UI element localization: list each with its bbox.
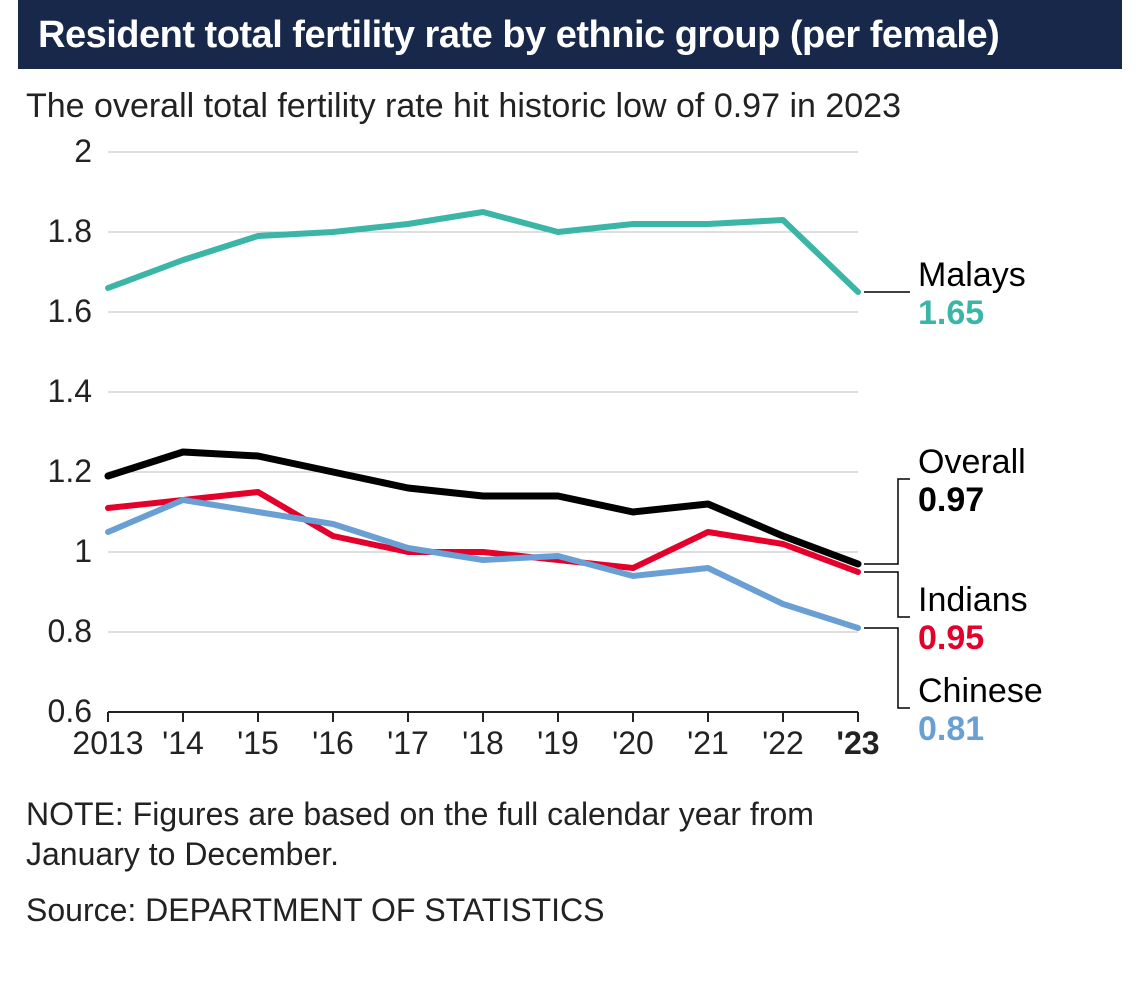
svg-text:1.2: 1.2 [48, 453, 92, 489]
svg-text:'17: '17 [387, 725, 429, 761]
svg-text:1.8: 1.8 [48, 213, 92, 249]
chart-container: Resident total fertility rate by ethnic … [0, 0, 1140, 953]
svg-text:0.6: 0.6 [48, 693, 92, 729]
svg-text:'19: '19 [537, 725, 579, 761]
svg-text:'21: '21 [687, 725, 729, 761]
svg-text:'18: '18 [462, 725, 504, 761]
svg-text:2: 2 [74, 133, 92, 169]
svg-text:'14: '14 [162, 725, 204, 761]
svg-text:0.81: 0.81 [918, 710, 984, 748]
svg-text:1: 1 [74, 533, 92, 569]
svg-text:1.65: 1.65 [918, 294, 984, 332]
svg-text:'20: '20 [612, 725, 654, 761]
svg-text:0.8: 0.8 [48, 613, 92, 649]
svg-text:1.6: 1.6 [48, 293, 92, 329]
svg-text:1.4: 1.4 [48, 373, 92, 409]
svg-text:Indians: Indians [918, 581, 1028, 619]
chart-source: Source: DEPARTMENT OF STATISTICS [26, 892, 1122, 929]
chart-note: NOTE: Figures are based on the full cale… [26, 794, 926, 874]
svg-text:Chinese: Chinese [918, 672, 1043, 710]
svg-text:'15: '15 [237, 725, 279, 761]
svg-text:2013: 2013 [72, 725, 143, 761]
svg-text:'23: '23 [836, 725, 879, 761]
chart-svg: 0.60.811.21.41.61.822013'14'15'16'17'18'… [18, 132, 1118, 772]
line-chart: 0.60.811.21.41.61.822013'14'15'16'17'18'… [18, 132, 1118, 772]
svg-text:Malays: Malays [918, 256, 1026, 294]
chart-subtitle: The overall total fertility rate hit his… [26, 87, 1122, 126]
svg-text:Overall: Overall [918, 443, 1026, 481]
svg-text:0.95: 0.95 [918, 619, 984, 657]
svg-text:'16: '16 [312, 725, 354, 761]
svg-text:'22: '22 [762, 725, 804, 761]
svg-text:0.97: 0.97 [918, 481, 984, 519]
chart-title: Resident total fertility rate by ethnic … [18, 0, 1122, 69]
